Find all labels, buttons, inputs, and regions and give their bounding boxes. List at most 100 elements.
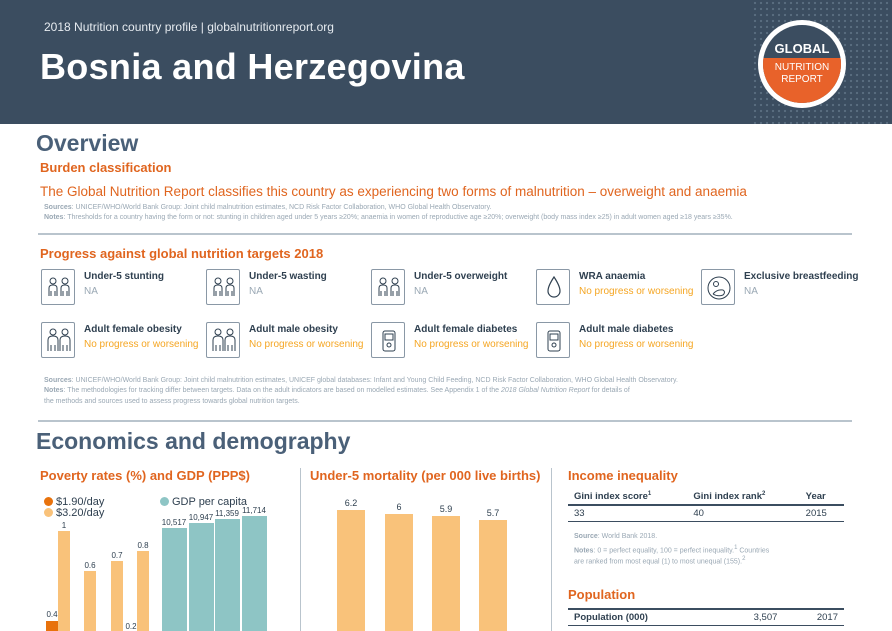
- mortality-label: 6.2: [344, 498, 358, 509]
- column-divider: [300, 468, 301, 631]
- indicator-name: WRA anaemia: [579, 271, 646, 282]
- column-divider: [551, 468, 552, 631]
- gini-table: Gini index score1 Gini index rank2 Year …: [568, 489, 844, 523]
- adults-icon: [206, 322, 240, 358]
- country-title: Bosnia and Herzegovina: [40, 46, 465, 87]
- progress-heading: Progress against global nutrition target…: [40, 246, 324, 261]
- indicator-adult-female-obesity: Adult female obesity No progress or worse…: [41, 322, 206, 360]
- breastfeeding-icon: [701, 269, 735, 305]
- population-year: 2017: [783, 609, 844, 626]
- table-row: Population (000) 3,507 2017: [568, 609, 844, 626]
- mortality-bar: [337, 510, 365, 631]
- poverty-320-bar: [84, 571, 96, 631]
- burden-text: The Global Nutrition Report classifies t…: [40, 184, 747, 199]
- burden-sources: Sources: UNICEF/WHO/World Bank Group: Jo…: [44, 204, 492, 211]
- overview-title: Overview: [36, 130, 139, 156]
- indicator-name: Under-5 overweight: [414, 271, 508, 282]
- indicator-name: Adult female obesity: [84, 324, 182, 335]
- income-source: Source: World Bank 2018.: [574, 533, 658, 540]
- poverty-190-bar: [46, 621, 58, 631]
- gini-header-row: Gini index score1 Gini index rank2 Year: [568, 489, 844, 507]
- indicator-under-5-overweight: Under-5 overweight NA: [371, 269, 536, 307]
- indicator-status: No progress or worsening: [579, 339, 694, 350]
- progress-notes-cont: the methods and sources used to assess p…: [44, 398, 300, 405]
- mortality-label: 6: [396, 502, 402, 512]
- economics-title: Economics and demography: [36, 428, 351, 454]
- legend-swatch-gdp: [160, 497, 169, 506]
- population-label: Population (000): [568, 609, 718, 626]
- indicator-name: Adult female diabetes: [414, 324, 518, 335]
- gdp-label: 10,517: [161, 517, 187, 527]
- indicator-status: No progress or worsening: [579, 286, 694, 297]
- gnr-logo[interactable]: GLOBAL NUTRITION REPORT: [758, 20, 846, 108]
- poverty-320-bar: [137, 551, 149, 631]
- gdp-bar: [242, 515, 267, 631]
- section-divider: [38, 233, 852, 235]
- logo-text-report: REPORT: [781, 74, 823, 85]
- section-divider: [38, 420, 852, 422]
- mortality-chart-title: Under-5 mortality (per 000 live births): [310, 468, 541, 483]
- indicator-adult-male-obesity: Adult male obesity No progress or worseni…: [206, 322, 371, 360]
- gdp-bar: [215, 519, 240, 631]
- population-value: 3,507: [718, 609, 784, 626]
- poverty-320-label: 0.6: [84, 561, 96, 570]
- income-notes: Notes: 0 = perfect equality, 100 = perfe…: [574, 545, 770, 555]
- poverty-190-label: 0.2: [125, 622, 137, 631]
- mortality-bar: [385, 514, 413, 631]
- gdp-label: 10,947: [188, 513, 214, 523]
- children-icon: [371, 269, 405, 305]
- blood-drop-icon: [536, 269, 570, 305]
- indicator-name: Exclusive breastfeeding: [744, 271, 859, 282]
- indicator-status: NA: [744, 286, 758, 297]
- gini-rank-header: Gini index rank2: [687, 489, 800, 507]
- indicator-wra-anaemia: WRA anaemia No progress or worsening: [536, 269, 701, 307]
- indicator-name: Adult male obesity: [249, 324, 338, 335]
- gdp-bar: [162, 527, 187, 631]
- indicator-name: Under-5 wasting: [249, 271, 327, 282]
- indicator-status: NA: [84, 286, 98, 297]
- legend-swatch-190: [44, 497, 53, 506]
- poverty-320-label: 0.7: [111, 551, 123, 560]
- income-inequality-heading: Income inequality: [568, 468, 678, 483]
- header-banner: 2018 Nutrition country profile | globaln…: [0, 0, 892, 124]
- indicator-exclusive-breastfeeding: Exclusive breastfeeding NA: [701, 269, 866, 307]
- indicator-under-5-stunting: Under-5 stunting NA: [41, 269, 206, 307]
- gdp-label: 11,359: [215, 509, 239, 519]
- poverty-190-label: 0.4: [46, 610, 58, 619]
- indicator-name: Under-5 stunting: [84, 271, 164, 282]
- burden-notes: Notes: Thresholds for a country having t…: [44, 214, 733, 221]
- legend-item-190: $1.90/day: [44, 496, 104, 508]
- indicator-status: NA: [414, 286, 428, 297]
- gdp-label: 11,714: [242, 505, 266, 515]
- gini-year-header: Year: [799, 489, 844, 507]
- burden-heading: Burden classification: [40, 160, 172, 175]
- glucose-meter-icon: [371, 322, 405, 358]
- children-icon: [41, 269, 75, 305]
- legend-item-320: $3.20/day: [44, 507, 104, 519]
- gini-rank-value: 40: [687, 505, 800, 523]
- logo-text-nutrition: NUTRITION: [774, 62, 830, 73]
- indicator-adult-female-diabetes: Adult female diabetes No progress or wors…: [371, 322, 536, 360]
- indicator-status: No progress or worsening: [414, 339, 529, 350]
- indicator-adult-male-diabetes: Adult male diabetes No progress or worsen…: [536, 322, 701, 360]
- indicator-status: No progress or worsening: [249, 339, 364, 350]
- indicator-status: No progress or worsening: [84, 339, 199, 350]
- progress-notes: Notes: The methodologies for tracking di…: [44, 387, 630, 394]
- gdp-bar: [189, 523, 214, 631]
- poverty-320-bar: [58, 531, 70, 631]
- mortality-bar: [432, 515, 460, 631]
- population-table: Population (000) 3,507 2017: [568, 608, 844, 626]
- gini-year-value: 2015: [799, 505, 844, 523]
- poverty-320-label: 1: [61, 521, 67, 530]
- population-heading: Population: [568, 587, 636, 602]
- logo-text-nutrition-report: NUTRITION REPORT: [763, 58, 841, 103]
- mortality-label: 5.9: [439, 503, 453, 514]
- gini-score-value: 33: [568, 505, 688, 523]
- gnr-logo-inner: GLOBAL NUTRITION REPORT: [763, 25, 841, 103]
- mortality-label: 5.7: [486, 507, 500, 518]
- poverty-chart-title: Poverty rates (%) and GDP (PPP$): [40, 468, 250, 483]
- legend-swatch-320: [44, 508, 53, 517]
- legend-item-gdp: GDP per capita: [160, 496, 247, 508]
- children-icon: [206, 269, 240, 305]
- logo-text-global: GLOBAL: [774, 41, 830, 56]
